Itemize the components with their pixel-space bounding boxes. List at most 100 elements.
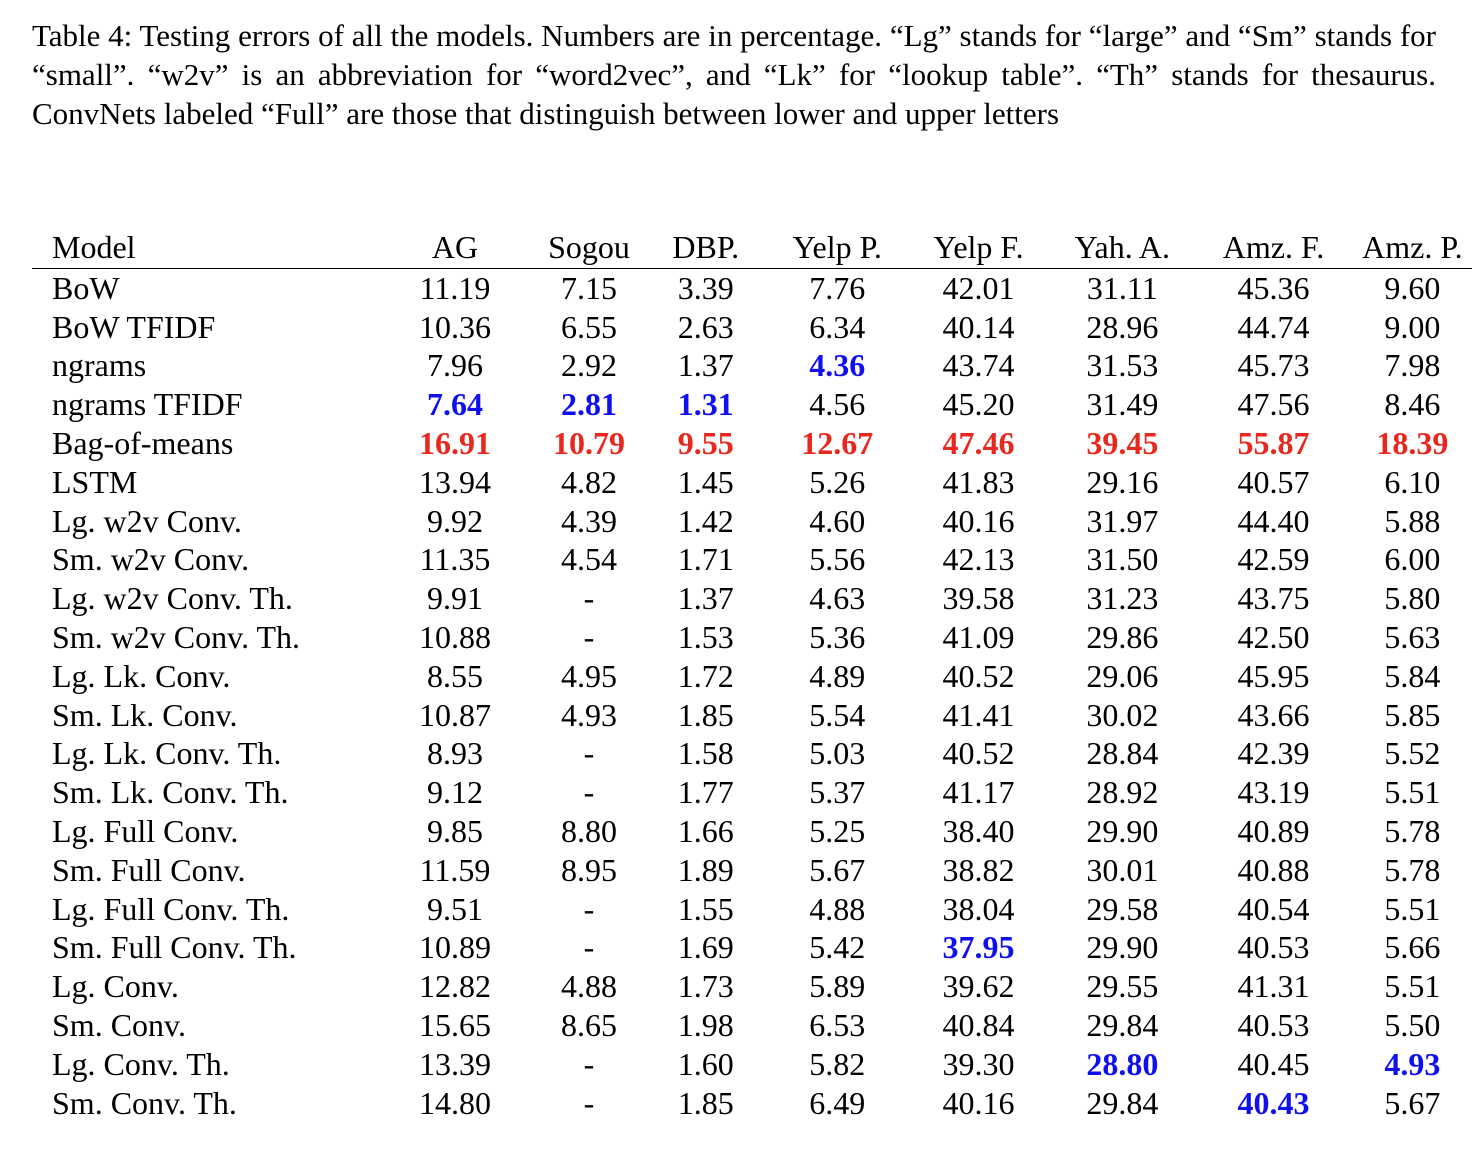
error-value-cell: 40.43 bbox=[1237, 1084, 1310, 1121]
error-value-cell: 8.65 bbox=[561, 1007, 617, 1044]
error-value-cell: 18.39 bbox=[1376, 425, 1449, 462]
error-value-cell: 2.81 bbox=[561, 386, 617, 423]
error-value-cell: 29.58 bbox=[1086, 890, 1159, 927]
error-value-cell: 5.42 bbox=[809, 929, 866, 966]
error-value-cell: 14.80 bbox=[418, 1084, 491, 1121]
error-value-cell: 8.46 bbox=[1384, 386, 1441, 423]
column-header-amz-f: Amz. F. bbox=[1222, 228, 1325, 265]
error-value-cell: 4.63 bbox=[809, 580, 866, 617]
column-header-yelp-p: Yelp P. bbox=[792, 228, 882, 265]
error-value-cell: 11.35 bbox=[419, 541, 491, 578]
error-value-cell: 30.02 bbox=[1086, 696, 1159, 733]
table-row: Lg. Lk. Conv. 8.55 4.95 1.72 4.89 40.52 29.06 4… bbox=[32, 657, 1472, 696]
error-value-cell: 28.92 bbox=[1086, 774, 1159, 811]
column-header-yah-a: Yah. A. bbox=[1074, 228, 1171, 265]
column-header-dbp: DBP. bbox=[672, 228, 740, 265]
table-row: Lg. Conv. Th. 13.39 - 1.60 5.82 39.30 28.80 40.… bbox=[32, 1045, 1472, 1084]
error-value-cell: 40.84 bbox=[942, 1007, 1015, 1044]
model-name-cell: Lg. Full Conv. Th. bbox=[52, 890, 290, 927]
error-value-cell: - bbox=[583, 619, 595, 656]
error-value-cell: 40.16 bbox=[942, 1084, 1015, 1121]
error-value-cell: 7.96 bbox=[426, 347, 483, 384]
error-value-cell: 40.45 bbox=[1237, 1045, 1310, 1082]
error-value-cell: 29.06 bbox=[1086, 657, 1159, 694]
error-value-cell: 7.64 bbox=[426, 386, 483, 423]
error-value-cell: 45.36 bbox=[1237, 269, 1310, 306]
error-value-cell: 9.51 bbox=[426, 890, 483, 927]
error-value-cell: 5.78 bbox=[1384, 851, 1441, 888]
model-name-cell: Lg. Lk. Conv. bbox=[52, 657, 231, 694]
table-row: Lg. Conv. 12.82 4.88 1.73 5.89 39.62 29.55 41.3… bbox=[32, 967, 1472, 1006]
error-value-cell: 6.00 bbox=[1384, 541, 1441, 578]
error-value-cell: 5.54 bbox=[809, 696, 866, 733]
error-value-cell: 9.60 bbox=[1384, 269, 1441, 306]
table-row: Sm. Full Conv. 11.59 8.95 1.89 5.67 38.82 30.0… bbox=[32, 851, 1472, 890]
error-value-cell: 1.73 bbox=[677, 968, 734, 1005]
error-value-cell: 31.23 bbox=[1086, 580, 1159, 617]
error-value-cell: 41.83 bbox=[942, 463, 1015, 500]
table-row: Sm. Conv. 15.65 8.65 1.98 6.53 40.84 29.84 40.5… bbox=[32, 1006, 1472, 1045]
error-value-cell: 3.39 bbox=[677, 269, 734, 306]
error-value-cell: 40.52 bbox=[942, 657, 1015, 694]
error-value-cell: 1.60 bbox=[677, 1045, 734, 1082]
table-body: BoW 11.19 7.15 3.39 7.76 42.01 31.11 45.36 9.60 B… bbox=[32, 269, 1472, 1123]
error-value-cell: 29.90 bbox=[1086, 813, 1159, 850]
error-value-cell: 39.58 bbox=[942, 580, 1015, 617]
model-name-cell: Sm. Full Conv. bbox=[52, 851, 246, 888]
error-value-cell: 37.95 bbox=[942, 929, 1015, 966]
error-value-cell: 41.41 bbox=[942, 696, 1015, 733]
table-row: Sm. w2v Conv. 11.35 4.54 1.71 5.56 42.13 31.50… bbox=[32, 541, 1472, 580]
model-name-cell: Sm. Lk. Conv. bbox=[52, 696, 238, 733]
error-value-cell: 9.92 bbox=[426, 502, 483, 539]
error-value-cell: 30.01 bbox=[1086, 851, 1159, 888]
error-value-cell: 4.82 bbox=[561, 463, 617, 500]
error-value-cell: 5.37 bbox=[809, 774, 866, 811]
error-value-cell: 7.15 bbox=[561, 269, 617, 306]
error-value-cell: 1.37 bbox=[677, 580, 734, 617]
error-value-cell: 39.62 bbox=[942, 968, 1015, 1005]
error-value-cell: 29.16 bbox=[1086, 463, 1159, 500]
table-row: BoW TFIDF 10.36 6.55 2.63 6.34 40.14 28.96 44.7… bbox=[32, 308, 1472, 347]
error-value-cell: 5.78 bbox=[1384, 813, 1441, 850]
error-value-cell: 9.12 bbox=[426, 774, 483, 811]
error-value-cell: 10.87 bbox=[418, 696, 491, 733]
error-value-cell: 29.84 bbox=[1086, 1084, 1159, 1121]
error-value-cell: 31.11 bbox=[1086, 269, 1158, 306]
error-value-cell: 40.52 bbox=[942, 735, 1015, 772]
column-header-amz-p: Amz. P. bbox=[1362, 228, 1463, 265]
error-value-cell: 45.73 bbox=[1237, 347, 1310, 384]
model-name-cell: Bag-of-means bbox=[52, 425, 234, 462]
table-row: Sm. Full Conv. Th. 10.89 - 1.69 5.42 37.95 29.… bbox=[32, 929, 1472, 968]
error-value-cell: 1.45 bbox=[677, 463, 734, 500]
error-value-cell: 47.56 bbox=[1237, 386, 1310, 423]
error-value-cell: 31.53 bbox=[1086, 347, 1159, 384]
error-value-cell: 2.63 bbox=[677, 308, 734, 345]
error-value-cell: 40.57 bbox=[1237, 463, 1310, 500]
model-name-cell: ngrams TFIDF bbox=[52, 386, 243, 423]
error-value-cell: 4.39 bbox=[561, 502, 617, 539]
error-value-cell: 41.31 bbox=[1237, 968, 1310, 1005]
error-value-cell: 11.19 bbox=[419, 269, 491, 306]
error-value-cell: 8.95 bbox=[561, 851, 617, 888]
error-value-cell: 38.04 bbox=[942, 890, 1015, 927]
error-value-cell: 1.85 bbox=[677, 696, 734, 733]
error-value-cell: 7.76 bbox=[809, 269, 866, 306]
results-table: Model AG Sogou DBP. Yelp P. Yelp F. Yah.… bbox=[32, 226, 1472, 1123]
column-header-model: Model bbox=[52, 228, 136, 265]
error-value-cell: 5.50 bbox=[1384, 1007, 1441, 1044]
error-value-cell: 40.54 bbox=[1237, 890, 1310, 927]
error-value-cell: 4.95 bbox=[561, 657, 617, 694]
error-value-cell: 1.77 bbox=[677, 774, 734, 811]
error-value-cell: - bbox=[583, 580, 595, 617]
error-value-cell: 7.98 bbox=[1384, 347, 1441, 384]
error-value-cell: 31.97 bbox=[1086, 502, 1159, 539]
model-name-cell: BoW bbox=[52, 269, 120, 306]
error-value-cell: 44.40 bbox=[1237, 502, 1310, 539]
error-value-cell: 5.67 bbox=[809, 851, 866, 888]
error-value-cell: 28.80 bbox=[1086, 1045, 1159, 1082]
error-value-cell: 11.59 bbox=[419, 851, 491, 888]
model-name-cell: Lg. w2v Conv. Th. bbox=[52, 580, 293, 617]
error-value-cell: 12.67 bbox=[801, 425, 874, 462]
error-value-cell: 42.39 bbox=[1237, 735, 1310, 772]
error-value-cell: 1.42 bbox=[677, 502, 734, 539]
